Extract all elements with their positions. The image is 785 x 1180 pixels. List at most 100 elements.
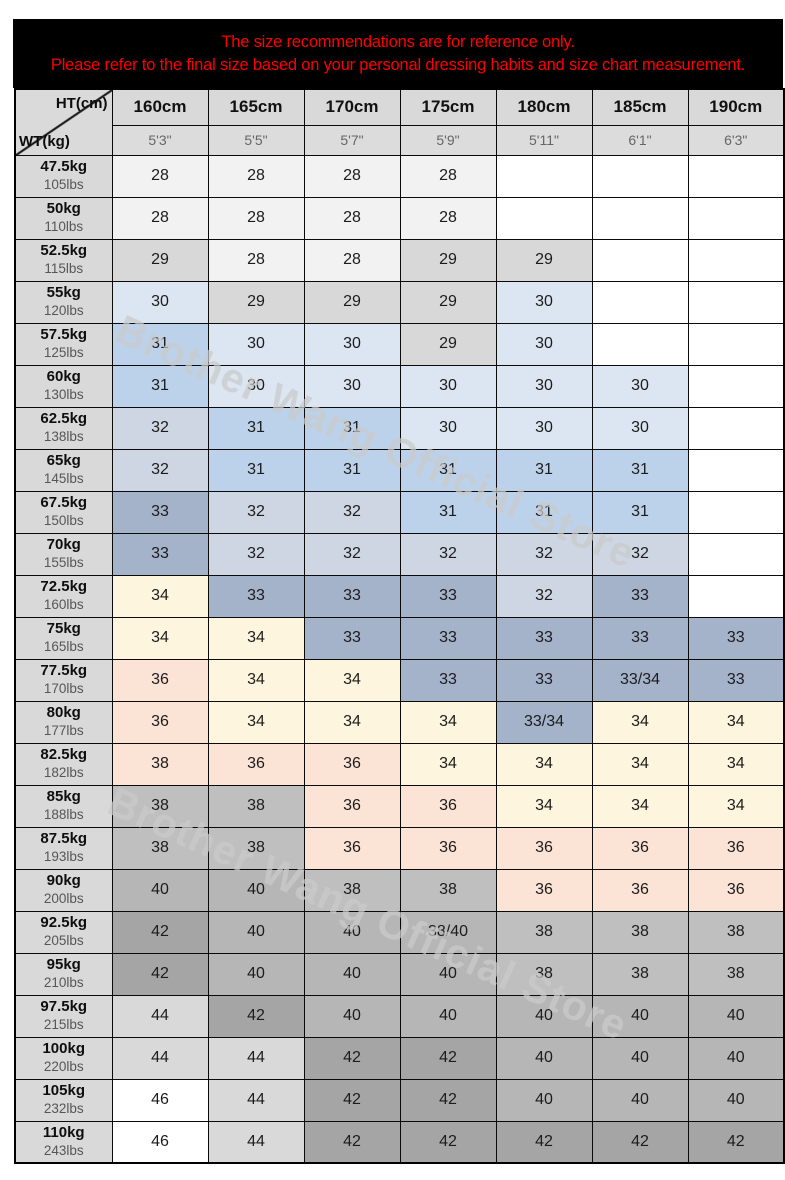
empty-cell	[495, 154, 593, 198]
size-value-cell: 40	[591, 1078, 689, 1122]
size-value-cell: 38	[591, 910, 689, 954]
table-row: 97.5kg 215lbs 44 42 40 40 40 40 40	[14, 994, 785, 1038]
weight-kg-label: 80kg	[46, 704, 81, 722]
size-value-cell: 40	[687, 1036, 785, 1080]
weight-kg-label: 95kg	[46, 956, 81, 974]
size-value-cell: 40	[207, 952, 305, 996]
weight-kg-label: 57.5kg	[40, 326, 88, 344]
size-value-cell: 33	[591, 574, 689, 618]
weight-kg-label: 82.5kg	[40, 746, 88, 764]
weight-kg-label: 62.5kg	[40, 410, 88, 428]
size-value-cell: 34	[303, 700, 401, 744]
size-value-cell: 28	[207, 154, 305, 198]
size-value-cell: 42	[303, 1036, 401, 1080]
size-value-cell: 38	[591, 952, 689, 996]
size-value-cell: 30	[399, 364, 497, 408]
empty-cell	[687, 574, 785, 618]
size-value-cell: 30	[591, 364, 689, 408]
weight-label-cell: 52.5kg 115lbs	[14, 238, 113, 282]
size-value-cell: 36	[591, 826, 689, 870]
weight-lbs-label: 177lbs	[43, 722, 84, 738]
size-value-cell: 44	[207, 1120, 305, 1164]
empty-cell	[591, 280, 689, 324]
size-value-cell: 31	[495, 448, 593, 492]
empty-cell	[687, 448, 785, 492]
size-value-cell: 29	[399, 280, 497, 324]
weight-kg-label: 70kg	[46, 536, 81, 554]
empty-cell	[591, 322, 689, 366]
weight-label-cell: 75kg 165lbs	[14, 616, 113, 660]
size-value-cell: 38	[111, 742, 209, 786]
table-row: 110kg 243lbs 46 44 42 42 42 42 42	[14, 1120, 785, 1164]
weight-label-cell: 92.5kg 205lbs	[14, 910, 113, 954]
height-feet-header-cell: 5'5"	[207, 124, 305, 156]
size-value-cell: 42	[111, 910, 209, 954]
size-value-cell: 33	[111, 532, 209, 576]
size-value-cell: 34	[687, 784, 785, 828]
size-value-cell: 32	[111, 406, 209, 450]
size-value-cell: 36	[399, 826, 497, 870]
size-value-cell: 30	[207, 364, 305, 408]
size-value-cell: 40	[687, 1078, 785, 1122]
size-value-cell: 44	[207, 1078, 305, 1122]
empty-cell	[687, 532, 785, 576]
size-value-cell: 42	[207, 994, 305, 1038]
size-value-cell: 28	[399, 154, 497, 198]
size-value-cell: 33/34	[495, 700, 593, 744]
size-value-cell: 28	[111, 154, 209, 198]
weight-kg-label: 60kg	[46, 368, 81, 386]
empty-cell	[591, 154, 689, 198]
size-value-cell: 34	[687, 742, 785, 786]
weight-label-cell: 97.5kg 215lbs	[14, 994, 113, 1038]
weight-lbs-label: 115lbs	[44, 260, 84, 276]
size-value-cell: 31	[591, 448, 689, 492]
size-value-cell: 28	[303, 154, 401, 198]
size-value-cell: 31	[591, 490, 689, 534]
size-value-cell: 33	[495, 658, 593, 702]
weight-kg-label: 47.5kg	[40, 158, 88, 176]
table-row: 87.5kg 193lbs 38 38 36 36 36 36 36	[14, 826, 785, 870]
table-row: 72.5kg 160lbs 34 33 33 33 32 33	[14, 574, 785, 618]
size-value-cell: 34	[111, 574, 209, 618]
weight-kg-label: 52.5kg	[40, 242, 88, 260]
size-value-cell: 31	[207, 406, 305, 450]
weight-lbs-label: 170lbs	[43, 680, 84, 696]
size-value-cell: 38	[687, 952, 785, 996]
size-value-cell: 33	[591, 616, 689, 660]
size-value-cell: 32	[207, 532, 305, 576]
height-header-cell: 160cm	[111, 88, 209, 126]
weight-label-cell: 100kg 220lbs	[14, 1036, 113, 1080]
empty-cell	[687, 364, 785, 408]
weight-label-cell: 55kg 120lbs	[14, 280, 113, 324]
weight-kg-label: 100kg	[42, 1040, 86, 1058]
size-value-cell: 36	[303, 742, 401, 786]
weight-label-cell: 57.5kg 125lbs	[14, 322, 113, 366]
size-value-cell: 38	[687, 910, 785, 954]
size-value-cell: 28	[111, 196, 209, 240]
table-row: 80kg 177lbs 36 34 34 34 33/34 34 34	[14, 700, 785, 744]
size-value-cell: 29	[303, 280, 401, 324]
weight-label-cell: 80kg 177lbs	[14, 700, 113, 744]
size-value-cell: 40	[591, 994, 689, 1038]
weight-label-cell: 62.5kg 138lbs	[14, 406, 113, 450]
weight-label-cell: 105kg 232lbs	[14, 1078, 113, 1122]
size-value-cell: 36	[303, 784, 401, 828]
size-value-cell: 40	[303, 910, 401, 954]
size-value-cell: 34	[111, 616, 209, 660]
size-value-cell: 40	[591, 1036, 689, 1080]
size-value-cell: 29	[399, 238, 497, 282]
weight-label-cell: 47.5kg 105lbs	[14, 154, 113, 198]
table-row: 100kg 220lbs 44 44 42 42 40 40 40	[14, 1036, 785, 1080]
size-value-cell: 32	[495, 574, 593, 618]
table-row: 70kg 155lbs 33 32 32 32 32 32	[14, 532, 785, 576]
size-value-cell: 29	[111, 238, 209, 282]
weight-lbs-label: 232lbs	[43, 1100, 84, 1116]
weight-kg-label: 105kg	[42, 1082, 86, 1100]
size-value-cell: 40	[303, 952, 401, 996]
weight-axis-label: WT(kg)	[19, 132, 70, 150]
table-row: 65kg 145lbs 32 31 31 31 31 31	[14, 448, 785, 492]
table-body: 47.5kg 105lbs 28 28 28 28 50kg 110lbs 28 28 28 28 52…	[14, 154, 785, 1164]
weight-lbs-label: 165lbs	[43, 638, 84, 654]
weight-kg-label: 67.5kg	[40, 494, 88, 512]
empty-cell	[687, 154, 785, 198]
